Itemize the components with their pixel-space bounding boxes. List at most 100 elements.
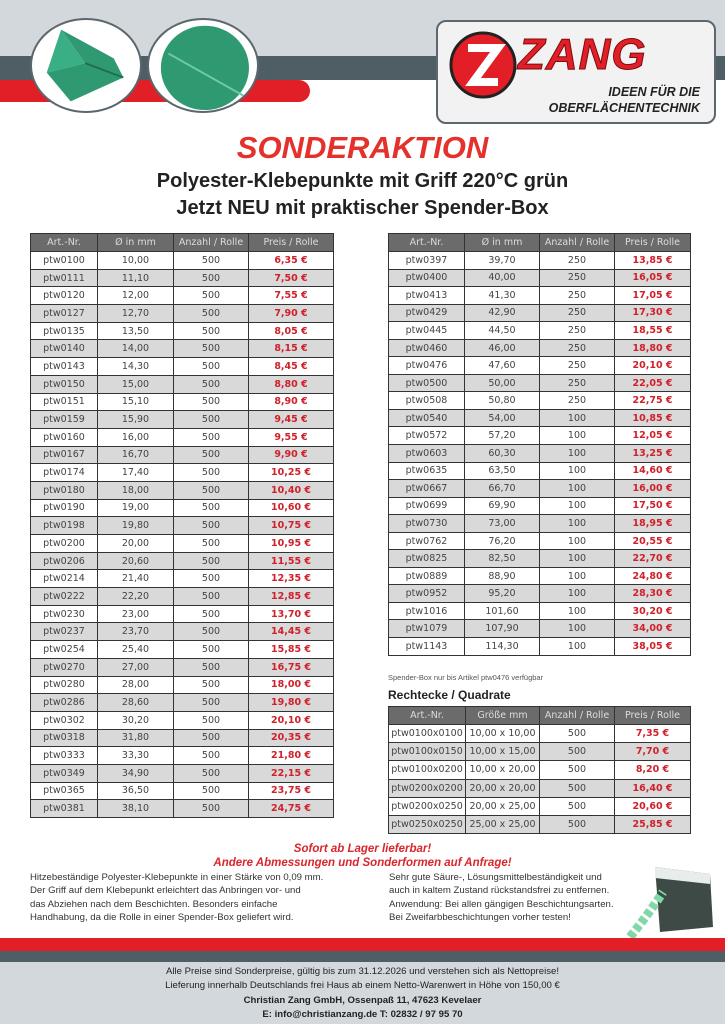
article-number-cell: ptw0365 (30, 781, 98, 801)
article-number-cell: ptw0230 (30, 604, 98, 624)
price-per-roll-cell: 14,60 € (614, 461, 691, 481)
table-row: ptw0635 63,50 100 14,60 € (388, 461, 691, 481)
price-per-roll-cell: 28,30 € (614, 584, 691, 603)
price-per-roll-cell: 11,55 € (248, 551, 334, 571)
column-header: Ø in mm (464, 233, 540, 252)
article-number-cell: ptw0167 (30, 445, 98, 465)
size-cell: 19,80 (97, 516, 174, 535)
footer-delivery-note: Lieferung innerhalb Deutschlands frei Ha… (165, 980, 560, 992)
price-per-roll-cell: 13,70 € (248, 604, 334, 624)
table-row: ptw0100x0200 10,00 x 20,00 500 8,20 € (388, 760, 691, 780)
price-per-roll-cell: 19,80 € (248, 693, 334, 712)
price-per-roll-cell: 12,85 € (248, 587, 334, 606)
price-per-roll-cell: 8,20 € (614, 760, 691, 780)
table-row: ptw0603 60,30 100 13,25 € (388, 444, 691, 463)
table-row: ptw0270 27,00 500 16,75 € (30, 657, 334, 677)
quantity-per-roll-cell: 100 (539, 444, 615, 463)
table-row: ptw0140 14,00 500 8,15 € (30, 339, 334, 359)
price-per-roll-cell: 16,40 € (614, 778, 691, 798)
article-number-cell: ptw0127 (30, 304, 98, 323)
table-row: ptw0190 19,00 500 10,60 € (30, 498, 334, 518)
size-cell: 31,80 (97, 728, 174, 748)
article-number-cell: ptw0302 (30, 710, 98, 730)
price-per-roll-cell: 18,55 € (614, 321, 691, 340)
table-row: ptw0302 30,20 500 20,10 € (30, 710, 334, 730)
table-row: ptw0206 20,60 500 11,55 € (30, 551, 334, 571)
price-per-roll-cell: 7,35 € (614, 723, 691, 744)
table-row: ptw0413 41,30 250 17,05 € (388, 286, 691, 305)
quantity-per-roll-cell: 500 (173, 534, 249, 553)
size-cell: 15,00 (97, 374, 174, 394)
column-header: Preis / Rolle (248, 233, 334, 252)
size-cell: 69,90 (464, 496, 540, 516)
table-row: ptw0200x0250 20,00 x 25,00 500 20,60 € (388, 796, 691, 816)
table-row: ptw0400 40,00 250 16,05 € (388, 268, 691, 288)
price-per-roll-cell: 13,25 € (614, 444, 691, 463)
description-left: Hitzebeständige Polyester-Klebepunkte in… (30, 872, 324, 923)
quantity-per-roll-cell: 250 (539, 251, 615, 270)
table-header: Art.-Nr. Ø in mm Anzahl / Rolle Preis / Rol… (30, 233, 334, 252)
price-per-roll-cell: 12,35 € (248, 569, 334, 589)
table-row: ptw0730 73,00 100 18,95 € (388, 514, 691, 533)
size-cell: 57,20 (464, 426, 540, 446)
price-per-roll-cell: 10,95 € (248, 534, 334, 553)
quantity-per-roll-cell: 500 (173, 551, 249, 571)
article-number-cell: ptw0318 (30, 728, 98, 748)
size-cell: 10,00 (97, 251, 174, 270)
price-per-roll-cell: 14,45 € (248, 622, 334, 642)
article-number-cell: ptw0400 (388, 268, 465, 288)
price-per-roll-cell: 8,05 € (248, 321, 334, 341)
article-number-cell: ptw1016 (388, 601, 465, 621)
table-row: ptw1143 114,30 100 38,05 € (388, 637, 691, 656)
size-cell: 34,90 (97, 763, 174, 783)
quantity-per-roll-cell: 500 (539, 778, 615, 798)
size-cell: 14,30 (97, 357, 174, 376)
spender-box-note: Spender-Box nur bis Artikel ptw0476 verf… (388, 673, 544, 682)
size-cell: 101,60 (464, 601, 540, 621)
quantity-per-roll-cell: 100 (539, 566, 615, 586)
size-cell: 66,70 (464, 479, 540, 498)
quantity-per-roll-cell: 500 (173, 427, 249, 447)
article-number-cell: ptw1143 (388, 637, 465, 656)
size-cell: 10,00 x 15,00 (465, 742, 540, 762)
price-per-roll-cell: 20,10 € (614, 356, 691, 375)
table-row: ptw0254 25,40 500 15,85 € (30, 640, 334, 659)
table-row: ptw0100x0150 10,00 x 15,00 500 7,70 € (388, 742, 691, 762)
price-per-roll-cell: 6,35 € (248, 251, 334, 270)
size-cell: 20,00 (97, 534, 174, 553)
table-row: ptw0250x0250 25,00 x 25,00 500 25,85 € (388, 814, 691, 835)
article-number-cell: ptw0237 (30, 622, 98, 642)
size-cell: 28,00 (97, 675, 174, 695)
table-header: Art.-Nr. Größe mm Anzahl / Rolle Preis / Ro… (388, 706, 691, 725)
article-number-cell: ptw0150 (30, 374, 98, 394)
promo-line-2: Andere Abmessungen und Sonderformen auf … (213, 857, 512, 869)
size-cell: 22,20 (97, 587, 174, 606)
table-row: ptw0460 46,00 250 18,80 € (388, 338, 691, 358)
size-cell: 28,60 (97, 693, 174, 712)
article-number-cell: ptw0190 (30, 498, 98, 518)
price-per-roll-cell: 22,75 € (614, 391, 691, 410)
column-header: Preis / Rolle (614, 233, 691, 252)
size-cell: 20,00 x 20,00 (465, 778, 540, 798)
footer-dark-band (0, 951, 725, 962)
price-per-roll-cell: 38,05 € (614, 637, 691, 656)
article-number-cell: ptw0250x0250 (388, 814, 466, 835)
quantity-per-roll-cell: 500 (173, 410, 249, 429)
article-number-cell: ptw0603 (388, 444, 465, 463)
price-per-roll-cell: 9,45 € (248, 410, 334, 429)
price-table-left: Art.-Nr. Ø in mm Anzahl / Rolle Preis / Rol… (30, 233, 334, 818)
table-row: ptw0500 50,00 250 22,05 € (388, 373, 691, 393)
logo-tagline: IDEEN FÜR DIE OBERFLÄCHENTECHNIK (548, 85, 700, 115)
article-number-cell: ptw0143 (30, 357, 98, 376)
table-row: ptw0476 47,60 250 20,10 € (388, 356, 691, 375)
table-row: ptw0150 15,00 500 8,80 € (30, 374, 334, 394)
table-row: ptw0174 17,40 500 10,25 € (30, 463, 334, 482)
table-row: ptw0111 11,10 500 7,50 € (30, 268, 334, 288)
article-number-cell: ptw0825 (388, 549, 465, 568)
quantity-per-roll-cell: 500 (173, 587, 249, 606)
column-header: Preis / Rolle (614, 706, 691, 725)
size-cell: 40,00 (464, 268, 540, 288)
article-number-cell: ptw0286 (30, 693, 98, 712)
article-number-cell: ptw0159 (30, 410, 98, 429)
table-header: Art.-Nr. Ø in mm Anzahl / Rolle Preis / Rol… (388, 233, 691, 252)
